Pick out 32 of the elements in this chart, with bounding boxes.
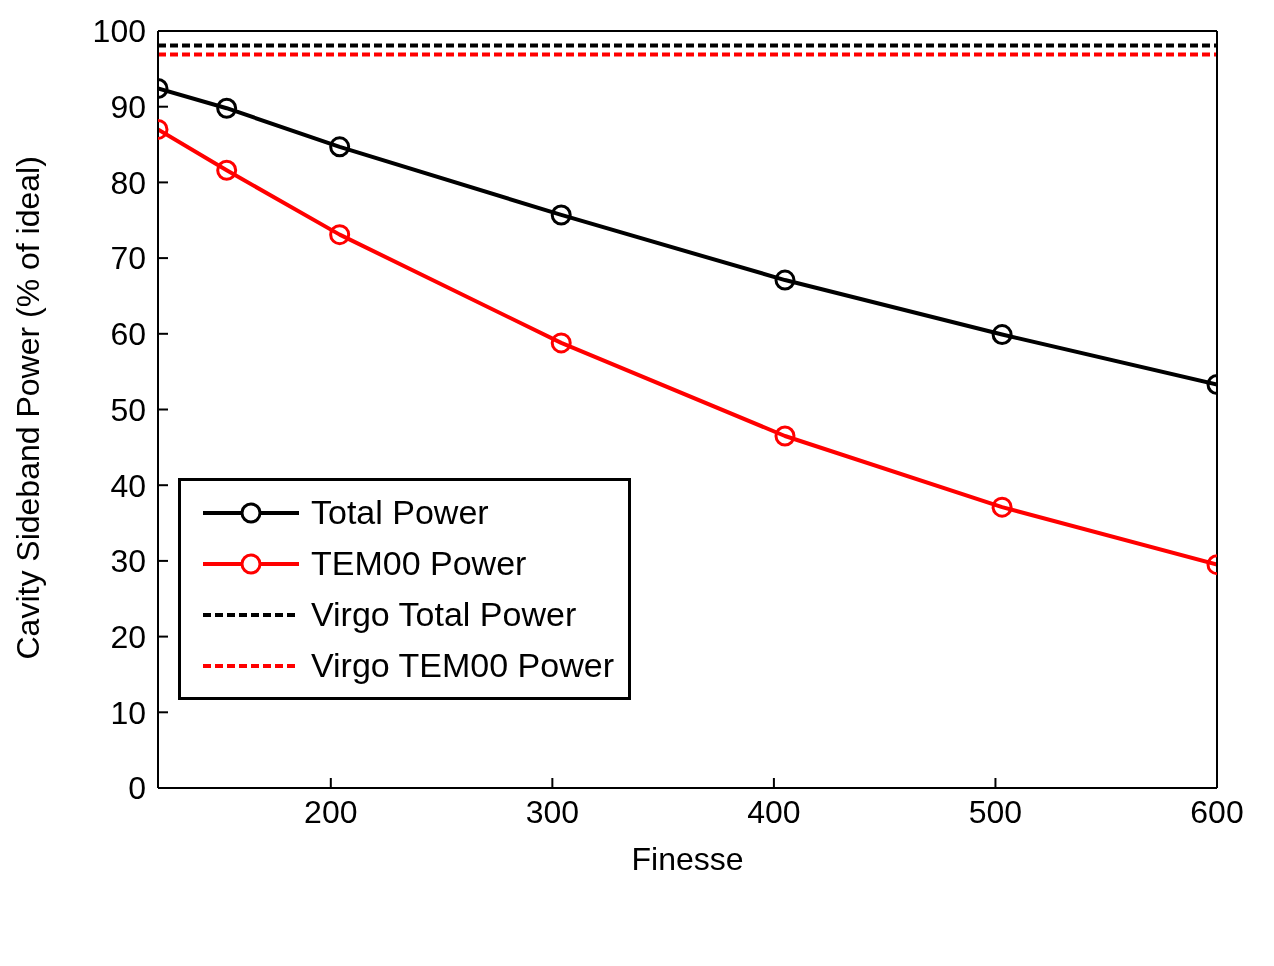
x-axis-title: Finesse bbox=[631, 841, 744, 877]
y-tick-label: 90 bbox=[110, 89, 146, 126]
point bbox=[550, 204, 572, 226]
legend-label: Total Power bbox=[311, 493, 489, 532]
y-tick-label: 50 bbox=[110, 391, 146, 428]
point bbox=[774, 269, 796, 291]
y-tick-label: 70 bbox=[110, 240, 146, 277]
point bbox=[329, 224, 351, 246]
x-tick-label: 600 bbox=[1190, 793, 1244, 830]
legend-label: Virgo Total Power bbox=[311, 595, 577, 634]
y-tick-label: 100 bbox=[92, 13, 146, 50]
x-tick-label: 300 bbox=[525, 793, 580, 830]
point bbox=[329, 136, 351, 158]
x-tick-label: 500 bbox=[968, 793, 1023, 830]
point bbox=[550, 332, 572, 354]
y-tick-label: 60 bbox=[110, 316, 146, 353]
point bbox=[774, 425, 796, 447]
x-tick-label: 400 bbox=[747, 793, 801, 830]
legend-label: Virgo TEM00 Power bbox=[311, 646, 614, 685]
point bbox=[216, 159, 238, 181]
y-axis-title: Cavity Sideband Power (% of ideal) bbox=[10, 156, 47, 660]
x-tick-label: 200 bbox=[304, 793, 358, 830]
y-tick-label: 0 bbox=[128, 770, 146, 807]
point bbox=[216, 97, 238, 119]
y-tick-label: 80 bbox=[110, 164, 146, 201]
y-tick-label: 30 bbox=[110, 543, 146, 580]
point bbox=[991, 496, 1013, 518]
point bbox=[991, 324, 1013, 346]
y-tick-label: 10 bbox=[110, 694, 146, 731]
legend-label: TEM00 Power bbox=[311, 544, 527, 583]
y-tick-label: 40 bbox=[110, 467, 146, 504]
y-tick-label: 20 bbox=[110, 618, 146, 655]
